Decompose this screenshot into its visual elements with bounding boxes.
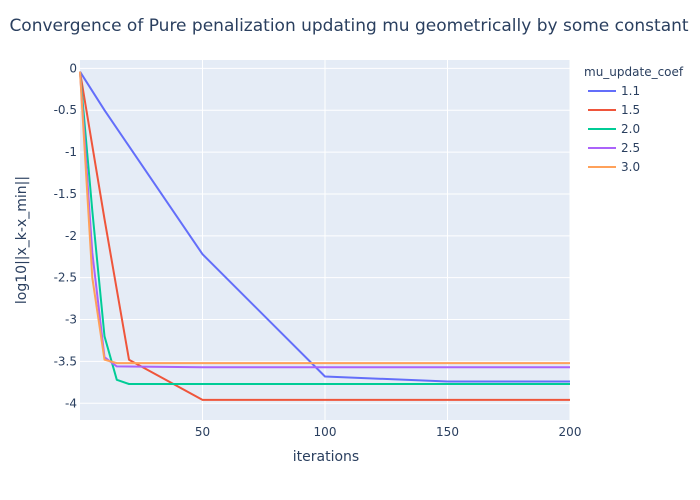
legend-label: 2.5: [621, 141, 640, 155]
x-tick-label: 50: [195, 425, 210, 439]
y-tick-label: -4: [65, 396, 77, 410]
legend-label: 1.1: [621, 84, 640, 98]
legend-item-3.0[interactable]: 3.0: [588, 160, 640, 174]
x-tick-label: 100: [314, 425, 337, 439]
y-tick-label: -2: [65, 229, 77, 243]
legend-title: mu_update_coef: [584, 65, 684, 79]
y-tick-label: -1: [65, 145, 77, 159]
legend-item-1.1[interactable]: 1.1: [588, 84, 640, 98]
series-lines: [79, 71, 570, 401]
legend-item-2.5[interactable]: 2.5: [588, 141, 640, 155]
legend[interactable]: mu_update_coef 1.1 1.5 2.0 2.5 3.0: [584, 65, 684, 174]
legend-label: 3.0: [621, 160, 640, 174]
y-tick-label: -3.5: [54, 354, 77, 368]
chart-title: Convergence of Pure penalization updatin…: [9, 16, 688, 36]
axes: 0 -0.5 -1 -1.5 -2 -2.5 -3 -3.5 -4 50 100 150 200: [54, 61, 582, 439]
series-line-2.0: [79, 71, 570, 385]
y-tick-label: -2.5: [54, 271, 77, 285]
y-tick-label: -0.5: [54, 103, 77, 117]
series-line-3.0: [79, 71, 570, 365]
x-tick-label: 150: [436, 425, 459, 439]
series-line-1.1: [79, 71, 570, 383]
series-line-1.5: [79, 71, 570, 401]
legend-label: 1.5: [621, 103, 640, 117]
legend-label: 2.0: [621, 122, 640, 136]
grid: [80, 60, 571, 420]
x-tick-label: 200: [559, 425, 582, 439]
legend-item-2.0[interactable]: 2.0: [588, 122, 640, 136]
series-line-2.5: [79, 71, 570, 369]
y-tick-label: 0: [69, 61, 77, 75]
y-axis-title: log10||x_k-x_min||: [14, 176, 30, 304]
y-tick-label: -3: [65, 313, 77, 327]
y-tick-label: -1.5: [54, 187, 77, 201]
legend-item-1.5[interactable]: 1.5: [588, 103, 640, 117]
x-axis-title: iterations: [293, 449, 359, 465]
